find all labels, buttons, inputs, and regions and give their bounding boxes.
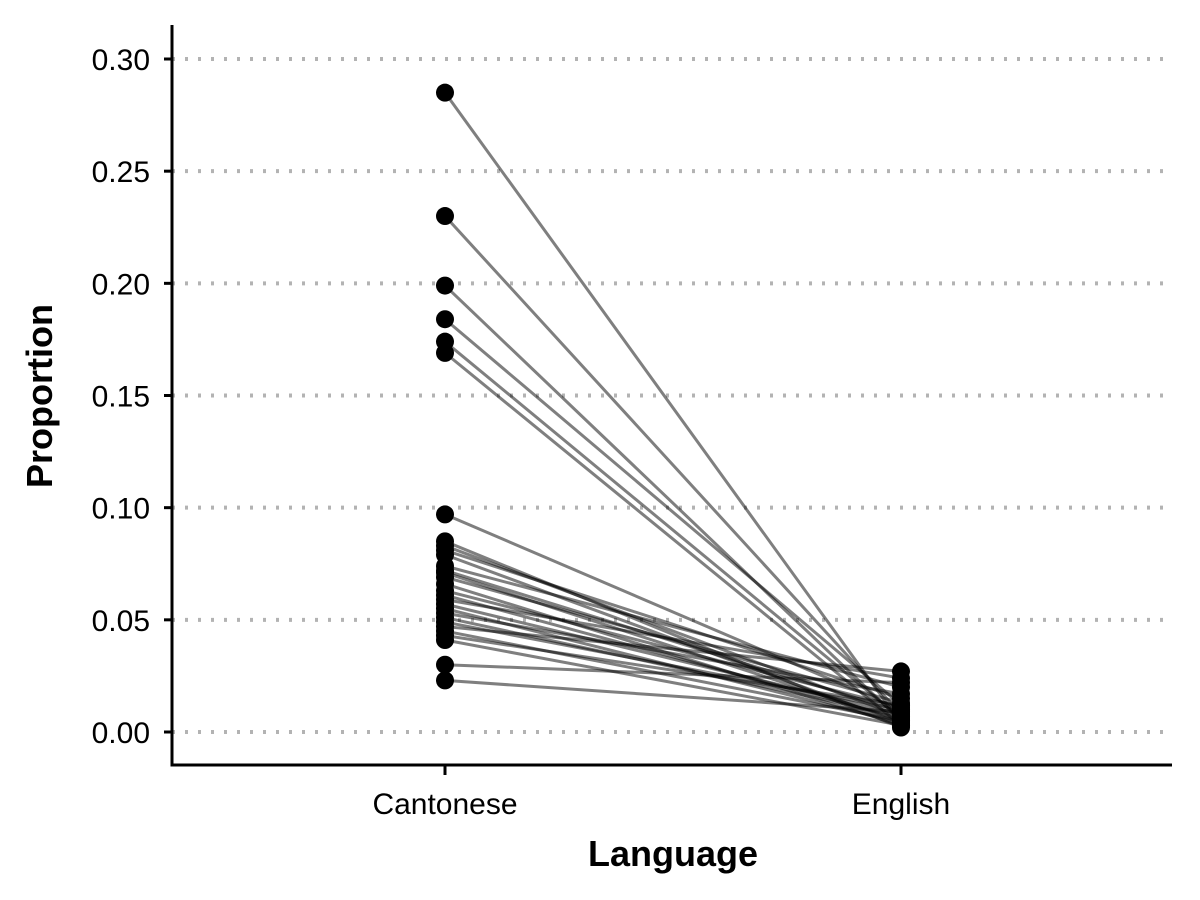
data-point-cantonese — [436, 207, 454, 226]
data-point-english — [892, 716, 910, 735]
x-tick-label: Cantonese — [372, 788, 517, 821]
pair-line — [444, 625, 902, 673]
pair-line — [443, 284, 903, 722]
y-tick-label: 0.25 — [92, 156, 150, 189]
gridlines — [172, 57, 1172, 734]
pair-line — [443, 91, 903, 724]
pair-line — [444, 548, 902, 700]
x-axis-title: Language — [588, 833, 758, 874]
pair-line — [444, 634, 902, 707]
x-ticks: Cantonese English — [372, 765, 950, 821]
data-point-english — [892, 702, 910, 721]
data-point-cantonese — [436, 631, 454, 650]
pair-line — [444, 593, 902, 720]
pair-line — [444, 340, 902, 720]
y-tick-label: 0.10 — [92, 493, 150, 526]
pair-line — [444, 638, 902, 727]
data-point-cantonese — [436, 276, 454, 295]
data-point-cantonese — [436, 83, 454, 102]
data-point-cantonese — [436, 671, 454, 690]
data-point-english — [892, 673, 910, 692]
pair-line — [444, 513, 902, 711]
pair-line — [443, 215, 903, 716]
y-tick-label: 0.05 — [92, 605, 150, 638]
pair-line — [444, 564, 902, 689]
y-ticks: 0.00 0.05 0.10 0.15 0.20 0.25 0.30 — [92, 44, 172, 750]
data-point-cantonese — [436, 505, 454, 524]
pair-line — [444, 663, 902, 685]
x-tick-label: English — [852, 788, 950, 821]
y-tick-label: 0.20 — [92, 268, 150, 301]
pair-line — [444, 318, 902, 707]
data-points — [436, 83, 910, 737]
pair-line — [444, 678, 902, 714]
y-axis-title: Proportion — [19, 304, 60, 488]
data-point-cantonese — [436, 655, 454, 674]
y-tick-label: 0.30 — [92, 44, 150, 77]
pair-lines — [443, 91, 903, 729]
y-tick-label: 0.00 — [92, 717, 150, 750]
data-point-cantonese — [436, 310, 454, 329]
y-tick-label: 0.15 — [92, 381, 150, 414]
data-point-cantonese — [436, 343, 454, 362]
